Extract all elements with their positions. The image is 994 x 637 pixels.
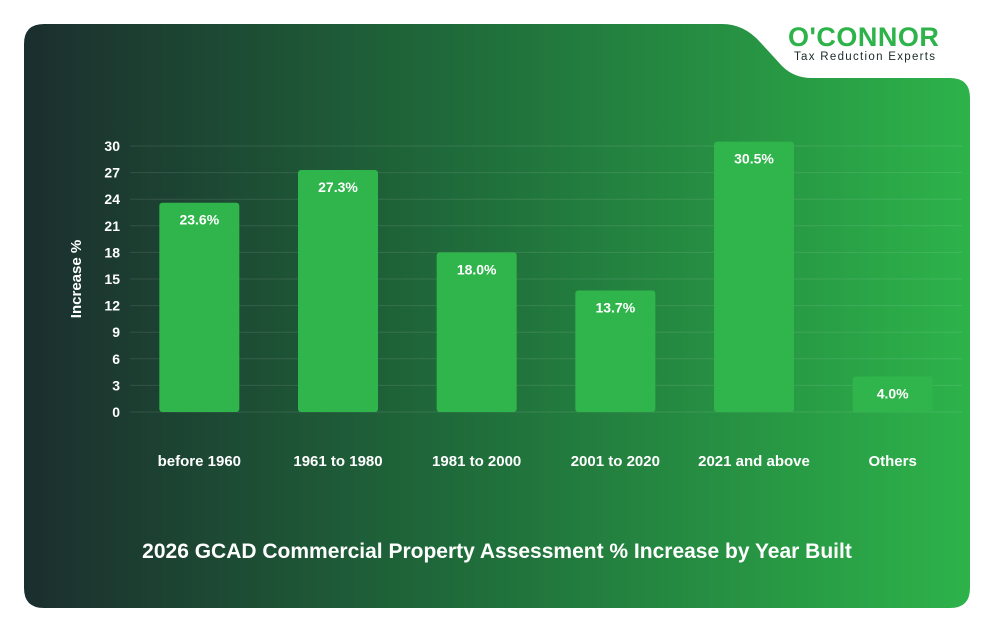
brand-logo: O'CONNOR Tax Reduction Experts bbox=[788, 22, 974, 68]
y-tick-label: 21 bbox=[104, 218, 120, 234]
bar-data-label: 18.0% bbox=[457, 261, 497, 277]
x-category-label: 1961 to 1980 bbox=[293, 453, 382, 470]
y-tick-label: 3 bbox=[112, 377, 120, 393]
chart-title: 2026 GCAD Commercial Property Assessment… bbox=[142, 540, 852, 563]
y-tick-label: 18 bbox=[104, 244, 120, 260]
bar bbox=[575, 290, 656, 412]
brand-tagline: Tax Reduction Experts bbox=[794, 51, 937, 63]
x-category-label: Others bbox=[868, 453, 916, 470]
y-tick-label: 30 bbox=[104, 138, 120, 154]
y-tick-label: 0 bbox=[112, 404, 120, 420]
y-tick-label: 12 bbox=[104, 298, 120, 314]
bar bbox=[159, 202, 240, 412]
bar bbox=[852, 376, 933, 412]
bar-data-label: 30.5% bbox=[734, 151, 774, 167]
bar bbox=[714, 141, 794, 413]
x-category-label: 2001 to 2020 bbox=[571, 453, 660, 470]
bar bbox=[436, 252, 517, 412]
x-category-label: before 1960 bbox=[158, 453, 241, 470]
y-tick-label: 9 bbox=[112, 324, 120, 340]
brand-name: O'CONNOR bbox=[788, 22, 940, 52]
bar bbox=[298, 169, 378, 412]
y-tick-label: 24 bbox=[104, 191, 120, 207]
bar-data-label: 4.0% bbox=[877, 386, 909, 402]
bar-data-label: 23.6% bbox=[179, 212, 219, 228]
y-axis-label: Increase % bbox=[68, 240, 85, 318]
bar-data-label: 27.3% bbox=[318, 179, 358, 195]
y-tick-label: 6 bbox=[112, 351, 120, 367]
x-category-label: 2021 and above bbox=[698, 453, 810, 470]
x-category-label: 1981 to 2000 bbox=[432, 453, 521, 470]
y-tick-label: 15 bbox=[104, 271, 120, 287]
bar-data-label: 13.7% bbox=[595, 300, 635, 316]
y-tick-label: 27 bbox=[104, 165, 120, 181]
